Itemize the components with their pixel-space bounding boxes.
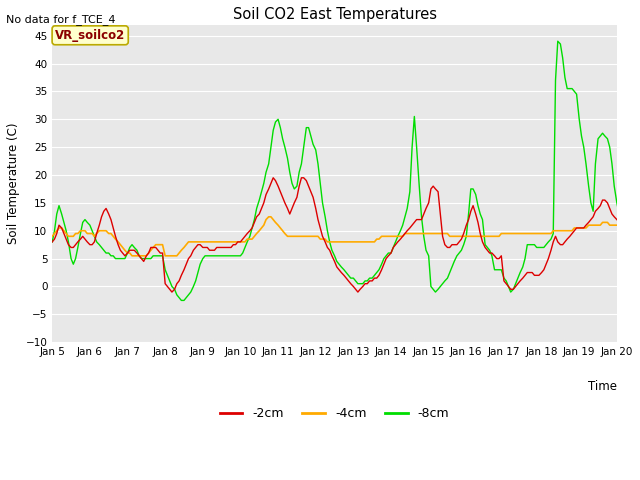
Text: VR_soilco2: VR_soilco2	[55, 29, 125, 42]
X-axis label: Time: Time	[588, 380, 617, 393]
Legend: -2cm, -4cm, -8cm: -2cm, -4cm, -8cm	[215, 402, 454, 425]
Text: No data for f_TCE_4: No data for f_TCE_4	[6, 14, 116, 25]
Y-axis label: Soil Temperature (C): Soil Temperature (C)	[7, 122, 20, 244]
Title: Soil CO2 East Temperatures: Soil CO2 East Temperatures	[232, 7, 436, 22]
